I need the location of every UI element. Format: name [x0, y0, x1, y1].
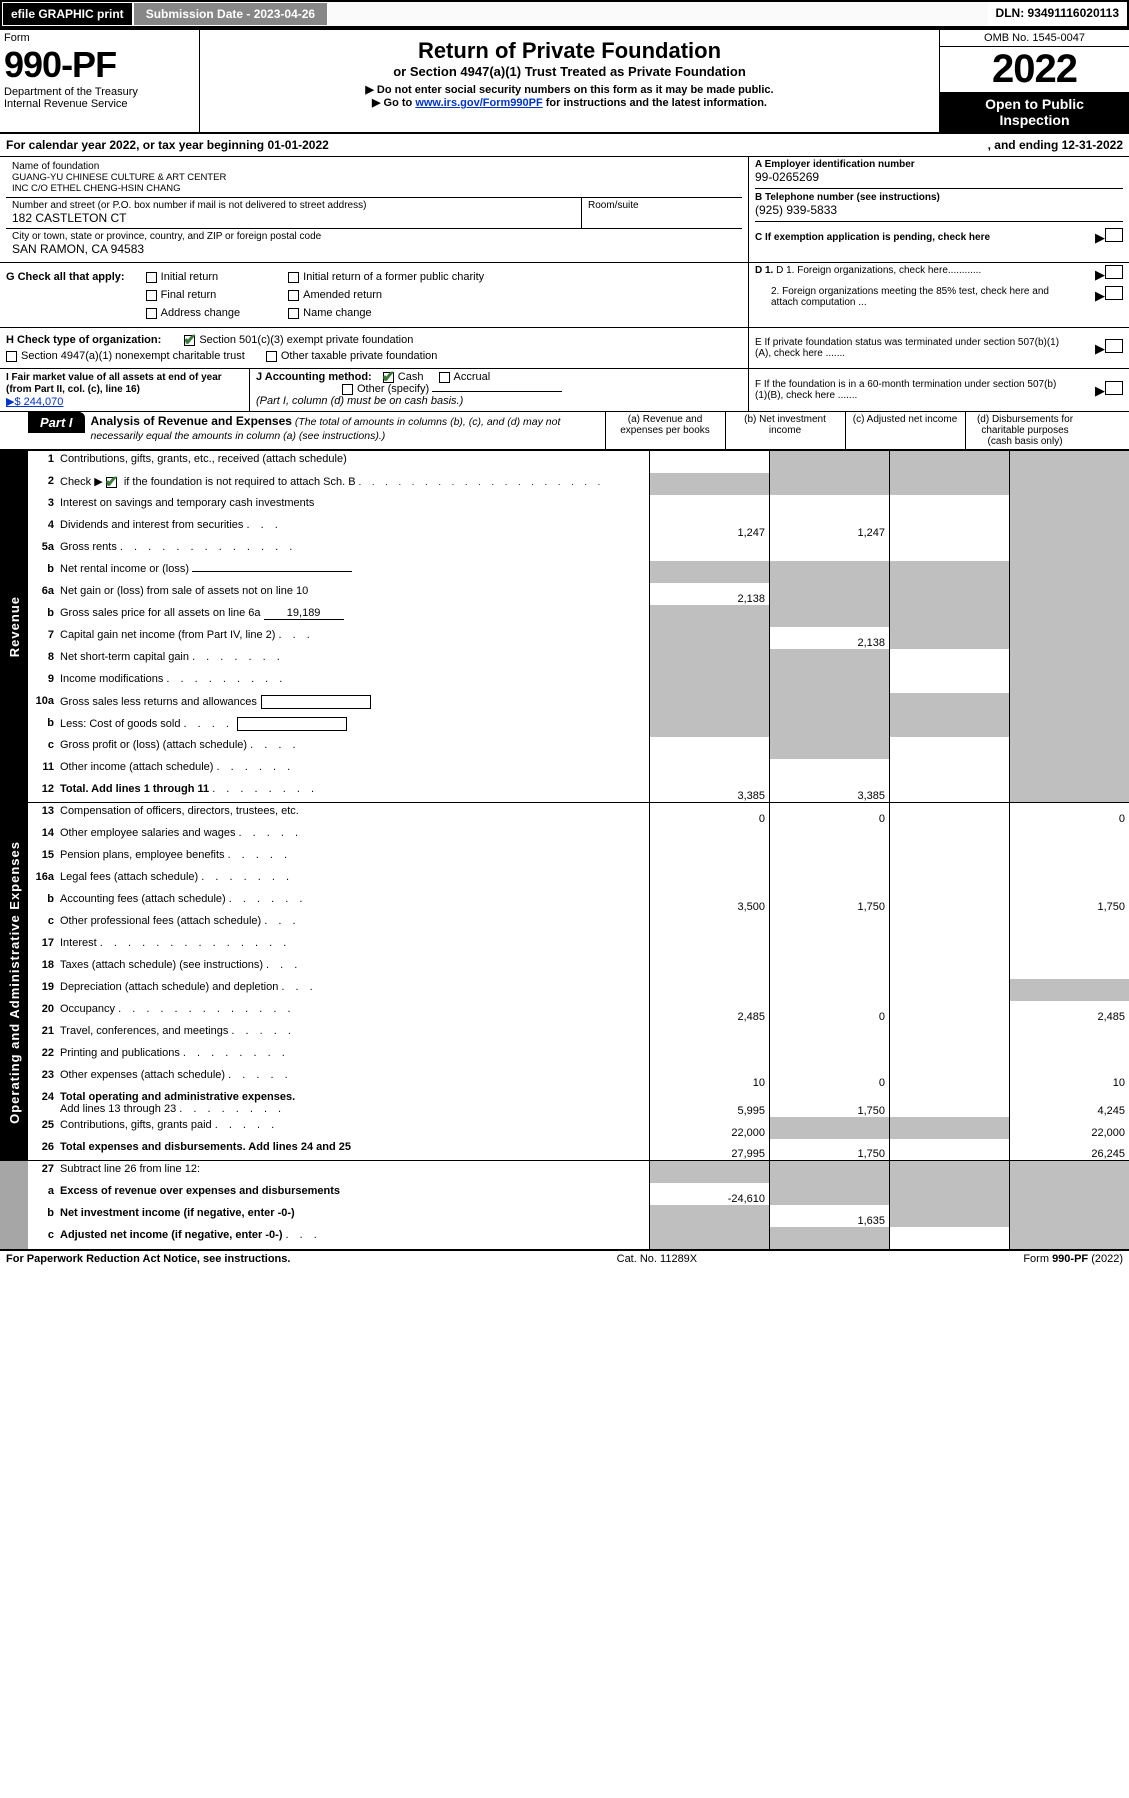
ck-final[interactable]: [146, 290, 157, 301]
city-val: SAN RAMON, CA 94583: [12, 242, 736, 256]
part1-title: Analysis of Revenue and Expenses: [91, 414, 292, 428]
city-label: City or town, state or province, country…: [12, 231, 736, 242]
hint2b: for instructions and the latest informat…: [543, 97, 767, 109]
ck-accrual[interactable]: [439, 372, 450, 383]
col-b-hdr: (b) Net investment income: [725, 412, 845, 449]
d2: 2. Foreign organizations meeting the 85%…: [755, 286, 1065, 308]
ck-addr[interactable]: [146, 308, 157, 319]
addr-val: 182 CASTLETON CT: [12, 211, 575, 225]
line27-section: 27Subtract line 26 from line 12: aExcess…: [0, 1161, 1129, 1249]
f-checkbox[interactable]: [1105, 381, 1123, 395]
e-label: E If private foundation status was termi…: [755, 337, 1065, 359]
dln-number: DLN: 93491116020113: [988, 2, 1127, 26]
ein-val: 99-0265269: [755, 170, 1123, 184]
form-header: Form 990-PF Department of the Treasury I…: [0, 28, 1129, 132]
c-label: C If exemption application is pending, c…: [755, 232, 990, 243]
topbar-spacer: [328, 2, 987, 26]
ein-label: A Employer identification number: [755, 159, 1123, 170]
l5b-input[interactable]: [192, 571, 352, 572]
tax-year: 2022: [940, 47, 1129, 92]
form-title: Return of Private Foundation: [206, 38, 933, 64]
name-label: Name of foundation: [12, 161, 736, 172]
ck-amended[interactable]: [288, 290, 299, 301]
hint2a: ▶ Go to: [372, 97, 415, 109]
ck-sch-b[interactable]: [106, 477, 117, 488]
calendar-year-row: For calendar year 2022, or tax year begi…: [0, 134, 1129, 157]
d1-checkbox[interactable]: [1105, 265, 1123, 279]
footer-right: Form 990-PF (2022): [1023, 1253, 1123, 1265]
part1-header: Part I Analysis of Revenue and Expenses …: [0, 412, 1129, 449]
ck-other[interactable]: [342, 384, 353, 395]
footer-mid: Cat. No. 11289X: [617, 1253, 698, 1265]
col-a-hdr: (a) Revenue and expenses per books: [605, 412, 725, 449]
expenses-section: Operating and Administrative Expenses 13…: [0, 803, 1129, 1161]
dept-2: Internal Revenue Service: [4, 98, 195, 110]
i-label: I Fair market value of all assets at end…: [6, 372, 222, 395]
i-val-link[interactable]: ▶$ 244,070: [6, 396, 63, 408]
col-c-hdr: (c) Adjusted net income: [845, 412, 965, 449]
ck-initial-pc[interactable]: [288, 272, 299, 283]
j-note: (Part I, column (d) must be on cash basi…: [256, 395, 463, 407]
topbar: efile GRAPHIC print Submission Date - 20…: [0, 0, 1129, 28]
c-arrow: ▶: [1095, 228, 1123, 246]
open-to-public: Open to Public Inspection: [940, 92, 1129, 132]
e-checkbox[interactable]: [1105, 339, 1123, 353]
footer-left: For Paperwork Reduction Act Notice, see …: [6, 1253, 290, 1265]
ck-initial[interactable]: [146, 272, 157, 283]
ck-4947[interactable]: [6, 351, 17, 362]
ck-name[interactable]: [288, 308, 299, 319]
hint-ssn: ▶ Do not enter social security numbers o…: [206, 83, 933, 96]
h-label: H Check type of organization:: [6, 334, 161, 346]
c-checkbox[interactable]: [1105, 228, 1123, 242]
i-j-f-row: I Fair market value of all assets at end…: [0, 369, 1129, 412]
col-d-hdr: (d) Disbursements for charitable purpose…: [965, 412, 1085, 449]
footer: For Paperwork Reduction Act Notice, see …: [0, 1251, 1129, 1267]
side-revenue: Revenue: [0, 451, 28, 803]
ck-cash[interactable]: [383, 372, 394, 383]
l10b-box[interactable]: [237, 717, 347, 731]
d2-checkbox[interactable]: [1105, 286, 1123, 300]
org-name-1: GUANG-YU CHINESE CULTURE & ART CENTER: [12, 172, 736, 183]
submission-date: Submission Date - 2023-04-26: [133, 2, 328, 26]
revenue-section: Revenue 1Contributions, gifts, grants, e…: [0, 451, 1129, 803]
phone-label: B Telephone number (see instructions): [755, 192, 1123, 203]
hint-link-row: ▶ Go to www.irs.gov/Form990PF for instru…: [206, 96, 933, 109]
form-number: 990-PF: [4, 44, 195, 86]
room-label: Room/suite: [588, 200, 736, 211]
side-expenses: Operating and Administrative Expenses: [0, 803, 28, 1161]
l6b-val: 19,189: [264, 607, 344, 620]
form-subtitle: or Section 4947(a)(1) Trust Treated as P…: [206, 64, 933, 79]
other-specify-line[interactable]: [432, 391, 562, 392]
f-label: F If the foundation is in a 60-month ter…: [755, 379, 1065, 401]
dept-1: Department of the Treasury: [4, 86, 195, 98]
cal-end: , and ending 12-31-2022: [988, 138, 1123, 152]
h-e-row: H Check type of organization: Section 50…: [0, 328, 1129, 369]
j-label: J Accounting method:: [256, 371, 372, 383]
efile-print-button[interactable]: efile GRAPHIC print: [2, 2, 133, 26]
g-d-row: G Check all that apply: Initial return I…: [0, 263, 1129, 328]
g-label: G Check all that apply:: [6, 271, 125, 283]
omb-number: OMB No. 1545-0047: [940, 30, 1129, 47]
cal-begin: For calendar year 2022, or tax year begi…: [6, 138, 329, 152]
l10a-box[interactable]: [261, 695, 371, 709]
part1-tab: Part I: [28, 412, 85, 433]
phone-val: (925) 939-5833: [755, 203, 1123, 217]
ck-501c3[interactable]: [184, 335, 195, 346]
addr-label: Number and street (or P.O. box number if…: [12, 200, 575, 211]
org-name-2: INC C/O ETHEL CHENG-HSIN CHANG: [12, 183, 736, 194]
form-label: Form: [4, 32, 195, 44]
ck-other-tax[interactable]: [266, 351, 277, 362]
irs-link[interactable]: www.irs.gov/Form990PF: [415, 97, 542, 109]
org-block: Name of foundation GUANG-YU CHINESE CULT…: [0, 157, 1129, 263]
